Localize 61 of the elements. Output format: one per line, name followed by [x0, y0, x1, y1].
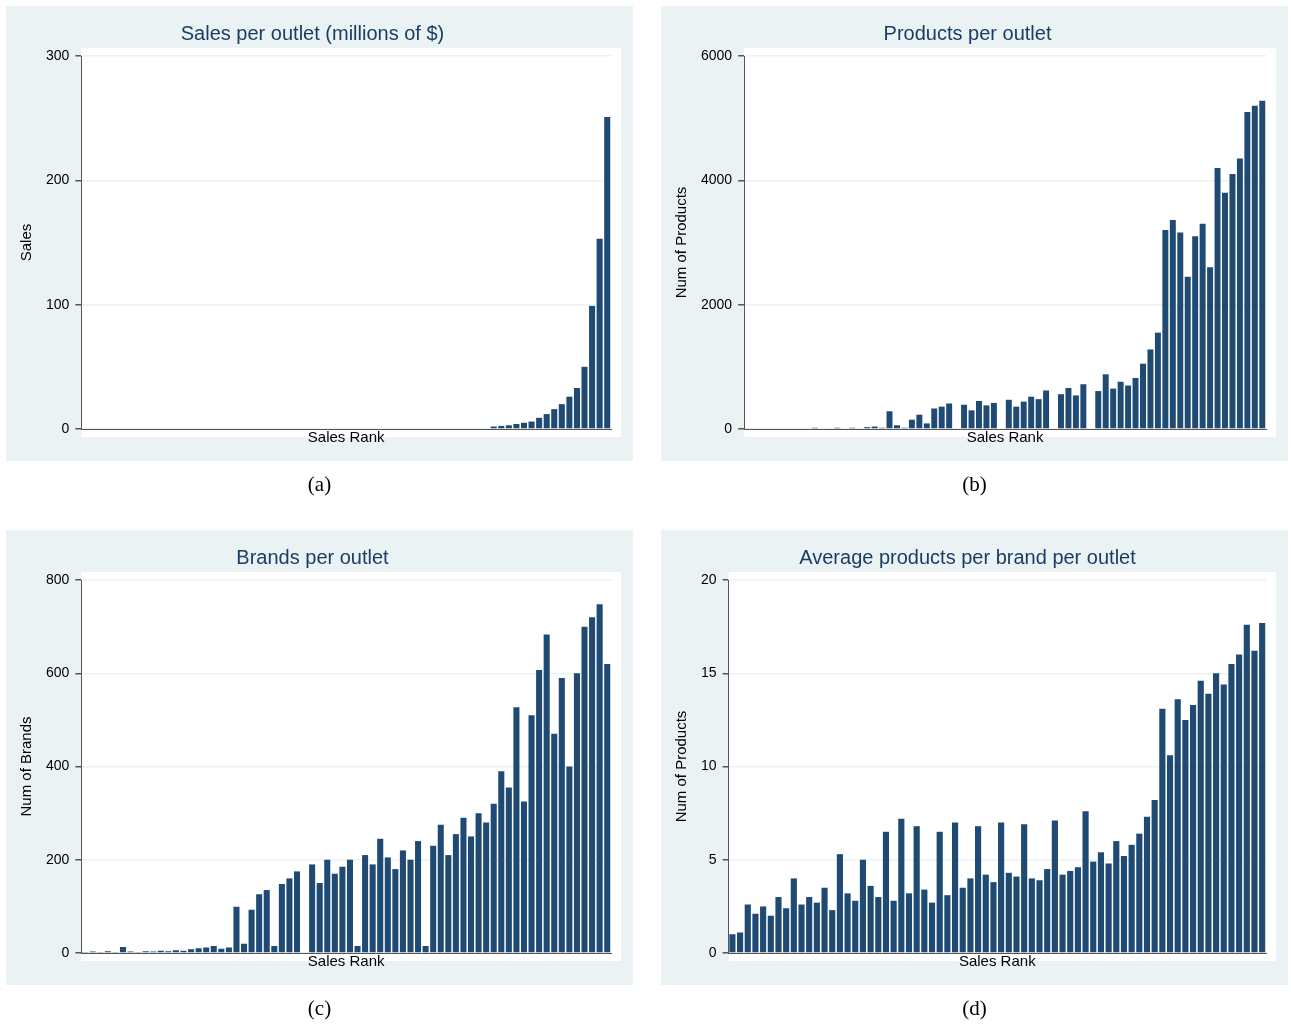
y-tick-label: 2000 [700, 295, 733, 312]
y-tick-label: 600 [46, 664, 70, 681]
bar [520, 422, 528, 429]
bar [961, 404, 968, 429]
x-axis-title: Sales Rank [307, 952, 386, 970]
y-tick-label: 6000 [700, 46, 733, 63]
y-tick-label: 0 [708, 943, 717, 960]
bar [928, 902, 936, 953]
bar [293, 871, 301, 953]
y-axis-title: Num of Products [672, 186, 690, 299]
text: (b) [961, 472, 988, 497]
x-axis-title: Sales Rank [307, 428, 386, 446]
text: (a) [306, 472, 333, 497]
y-tick-label: 100 [46, 295, 70, 312]
y-tick-label: 20 [700, 570, 717, 587]
y-tick-label: 400 [46, 757, 70, 774]
x-axis-title: Sales Rank [966, 428, 1044, 446]
chart-title: Average products per brand per outlet [799, 545, 1137, 568]
y-tick-label: 15 [700, 664, 717, 681]
text: (c) [306, 996, 333, 1021]
chart-title: Sales per outlet (millions of $) [180, 21, 445, 44]
bar [990, 402, 997, 429]
bar [520, 801, 528, 953]
bar [836, 854, 843, 953]
bar [1189, 704, 1197, 953]
y-tick-label: 200 [46, 850, 70, 867]
bar [1213, 673, 1220, 953]
text: (d) [961, 996, 988, 1021]
bar [1095, 391, 1102, 429]
y-tick-label: 200 [46, 171, 70, 188]
y-tick-label: 10 [700, 757, 717, 774]
y-tick-label: 0 [61, 943, 70, 960]
y-tick-label: 0 [61, 419, 70, 436]
y-tick-label: 5 [708, 850, 717, 867]
bar [905, 893, 913, 953]
bar [1166, 755, 1174, 953]
y-axis-title: Num of Products [672, 710, 690, 823]
bar [1074, 867, 1081, 953]
bar [119, 946, 126, 953]
y-tick-label: 4000 [700, 171, 733, 188]
bar [951, 822, 959, 953]
x-axis-title: Sales Rank [958, 952, 1037, 970]
bar [346, 859, 353, 953]
y-tick-label: 800 [46, 570, 70, 587]
bar [1143, 816, 1151, 953]
bar [241, 943, 248, 953]
chart-title: Brands per outlet [236, 545, 390, 568]
y-axis-title: Num of Brands [17, 716, 35, 817]
bar [737, 932, 744, 953]
bar [859, 859, 866, 953]
bar [309, 864, 316, 953]
bar [1120, 856, 1128, 953]
bar [975, 826, 982, 953]
bar [882, 831, 890, 953]
y-axis-title: Sales [17, 223, 35, 262]
bar [729, 934, 736, 953]
bar [1097, 852, 1104, 953]
y-tick-label: 0 [724, 419, 733, 436]
y-tick-label: 300 [46, 46, 70, 63]
bar [468, 836, 475, 953]
chart-title: Products per outlet [883, 21, 1052, 44]
